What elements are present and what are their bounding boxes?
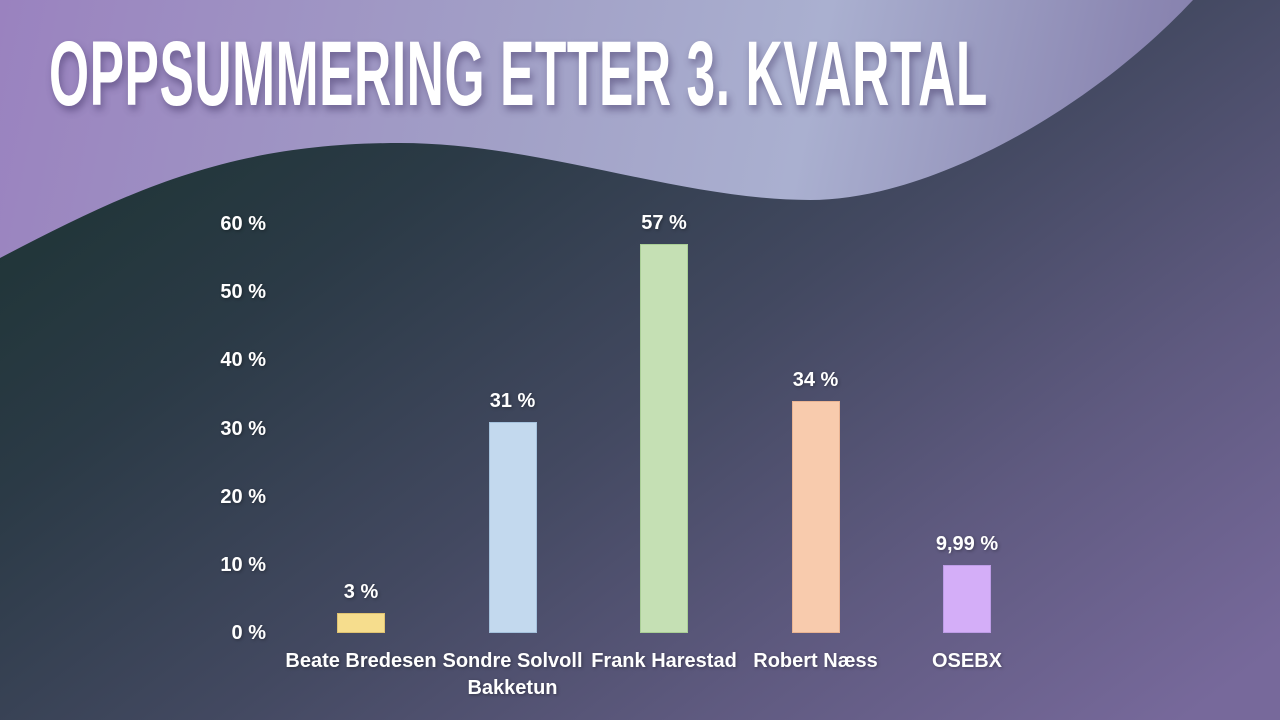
bar-3 [640, 244, 688, 633]
bar-value-label: 31 % [489, 390, 536, 412]
y-axis-tick-label: 50 % [220, 281, 266, 304]
bar-value-label: 9,99 % [935, 533, 999, 555]
bar-4 [791, 401, 840, 633]
y-axis-tick-label: 10 % [220, 553, 266, 576]
category-label: Frank Harestad [591, 650, 737, 672]
bar-2 [488, 422, 537, 633]
y-axis-tick-label: 60 % [220, 213, 266, 235]
category-label: Sondre Solvoll Bakketun [442, 650, 583, 699]
y-axis-tick-label: 40 % [220, 349, 266, 372]
slide-title: OPPSUMMERING ETTER 3. KVARTAL [49, 23, 988, 125]
bar-value-label: 34 % [792, 369, 839, 391]
bar-5 [943, 565, 991, 633]
category-label: Beate Bredesen [285, 650, 437, 672]
y-axis-tick-label: 0 % [231, 622, 266, 644]
bar-1 [337, 613, 385, 633]
category-label: Robert Næss [753, 650, 878, 672]
category-label: OSEBX [931, 650, 1003, 672]
y-axis-tick-label: 30 % [220, 417, 266, 440]
bar-value-label: 57 % [641, 212, 687, 234]
bar-value-label: 3 % [343, 581, 379, 603]
y-axis-tick-label: 20 % [220, 485, 266, 508]
